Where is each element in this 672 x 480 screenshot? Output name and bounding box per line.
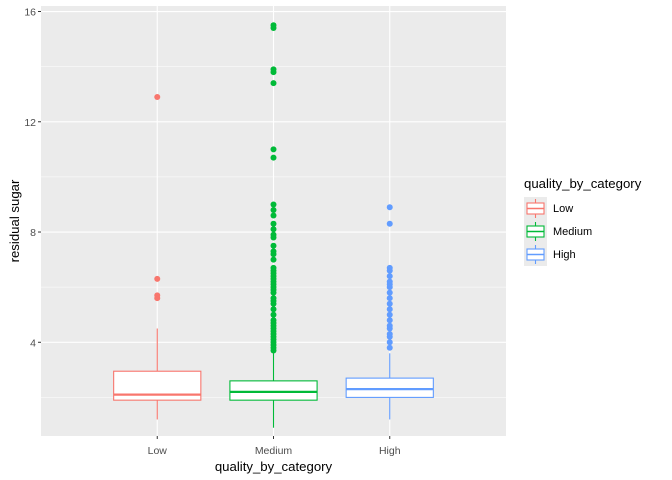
outlier-point [154,275,161,282]
outlier-point [270,206,277,213]
outlier-point [270,248,277,255]
y-tick-label: 12 [24,117,36,129]
y-tick-label: 8 [30,227,36,239]
x-tick-label: Medium [255,445,293,457]
y-tick-label: 16 [24,7,36,19]
y-axis-title: residual sugar [7,179,22,262]
outlier-point [386,273,393,280]
outlier-point [386,295,393,302]
legend-entry-medium: Medium [524,220,641,243]
legend-key-boxplot-icon [524,243,547,266]
legend: quality_by_category Low Medium High [524,176,641,266]
legend-label: Medium [553,225,593,238]
outlier-point [154,93,161,100]
outlier-point [386,339,393,346]
outlier-point [270,154,277,161]
legend-label: High [553,248,576,261]
x-axis-title: quality_by_category [215,459,333,474]
outlier-point [386,306,393,313]
outlier-point [270,220,277,227]
outlier-point [386,278,393,285]
legend-title: quality_by_category [524,176,642,191]
outlier-point [270,306,277,313]
box-low [113,93,202,420]
outlier-point [386,289,393,296]
outlier-point [270,295,277,302]
outlier-point [386,204,393,211]
outlier-point [270,22,277,29]
outlier-point [386,331,393,338]
x-tick-label: High [379,445,401,457]
outlier-point [386,264,393,271]
outlier-point [270,242,277,249]
iqr-box [345,377,434,398]
outlier-point [270,201,277,208]
y-tick-label: 4 [30,337,36,349]
outlier-point [386,220,393,227]
legend-key-boxplot-icon [524,197,547,220]
outlier-point [270,80,277,87]
outlier-point [386,344,393,351]
outlier-point [270,231,277,238]
outlier-point [386,311,393,318]
outlier-point [386,300,393,307]
box-medium [229,22,318,428]
outlier-point [270,212,277,219]
legend-entry-high: High [524,243,641,266]
x-tick-label: Low [148,445,168,457]
outlier-point [270,317,277,324]
iqr-box [229,380,318,401]
boxes [113,22,434,428]
outlier-point [154,292,161,299]
legend-entry-low: Low [524,197,641,220]
outlier-point [386,317,393,324]
legend-key-boxplot-icon [524,220,547,243]
outlier-point [386,322,393,329]
outlier-point [270,264,277,271]
axis-ticks: 4 8 12 16 Low Medium High [24,7,400,457]
outlier-point [270,226,277,233]
outlier-point [270,311,277,318]
box-high [345,204,434,420]
legend-entries: Low Medium High [524,197,641,266]
outlier-point [270,256,277,263]
outlier-point [270,66,277,73]
iqr-box [113,370,202,401]
outlier-point [270,146,277,153]
legend-label: Low [553,202,574,215]
